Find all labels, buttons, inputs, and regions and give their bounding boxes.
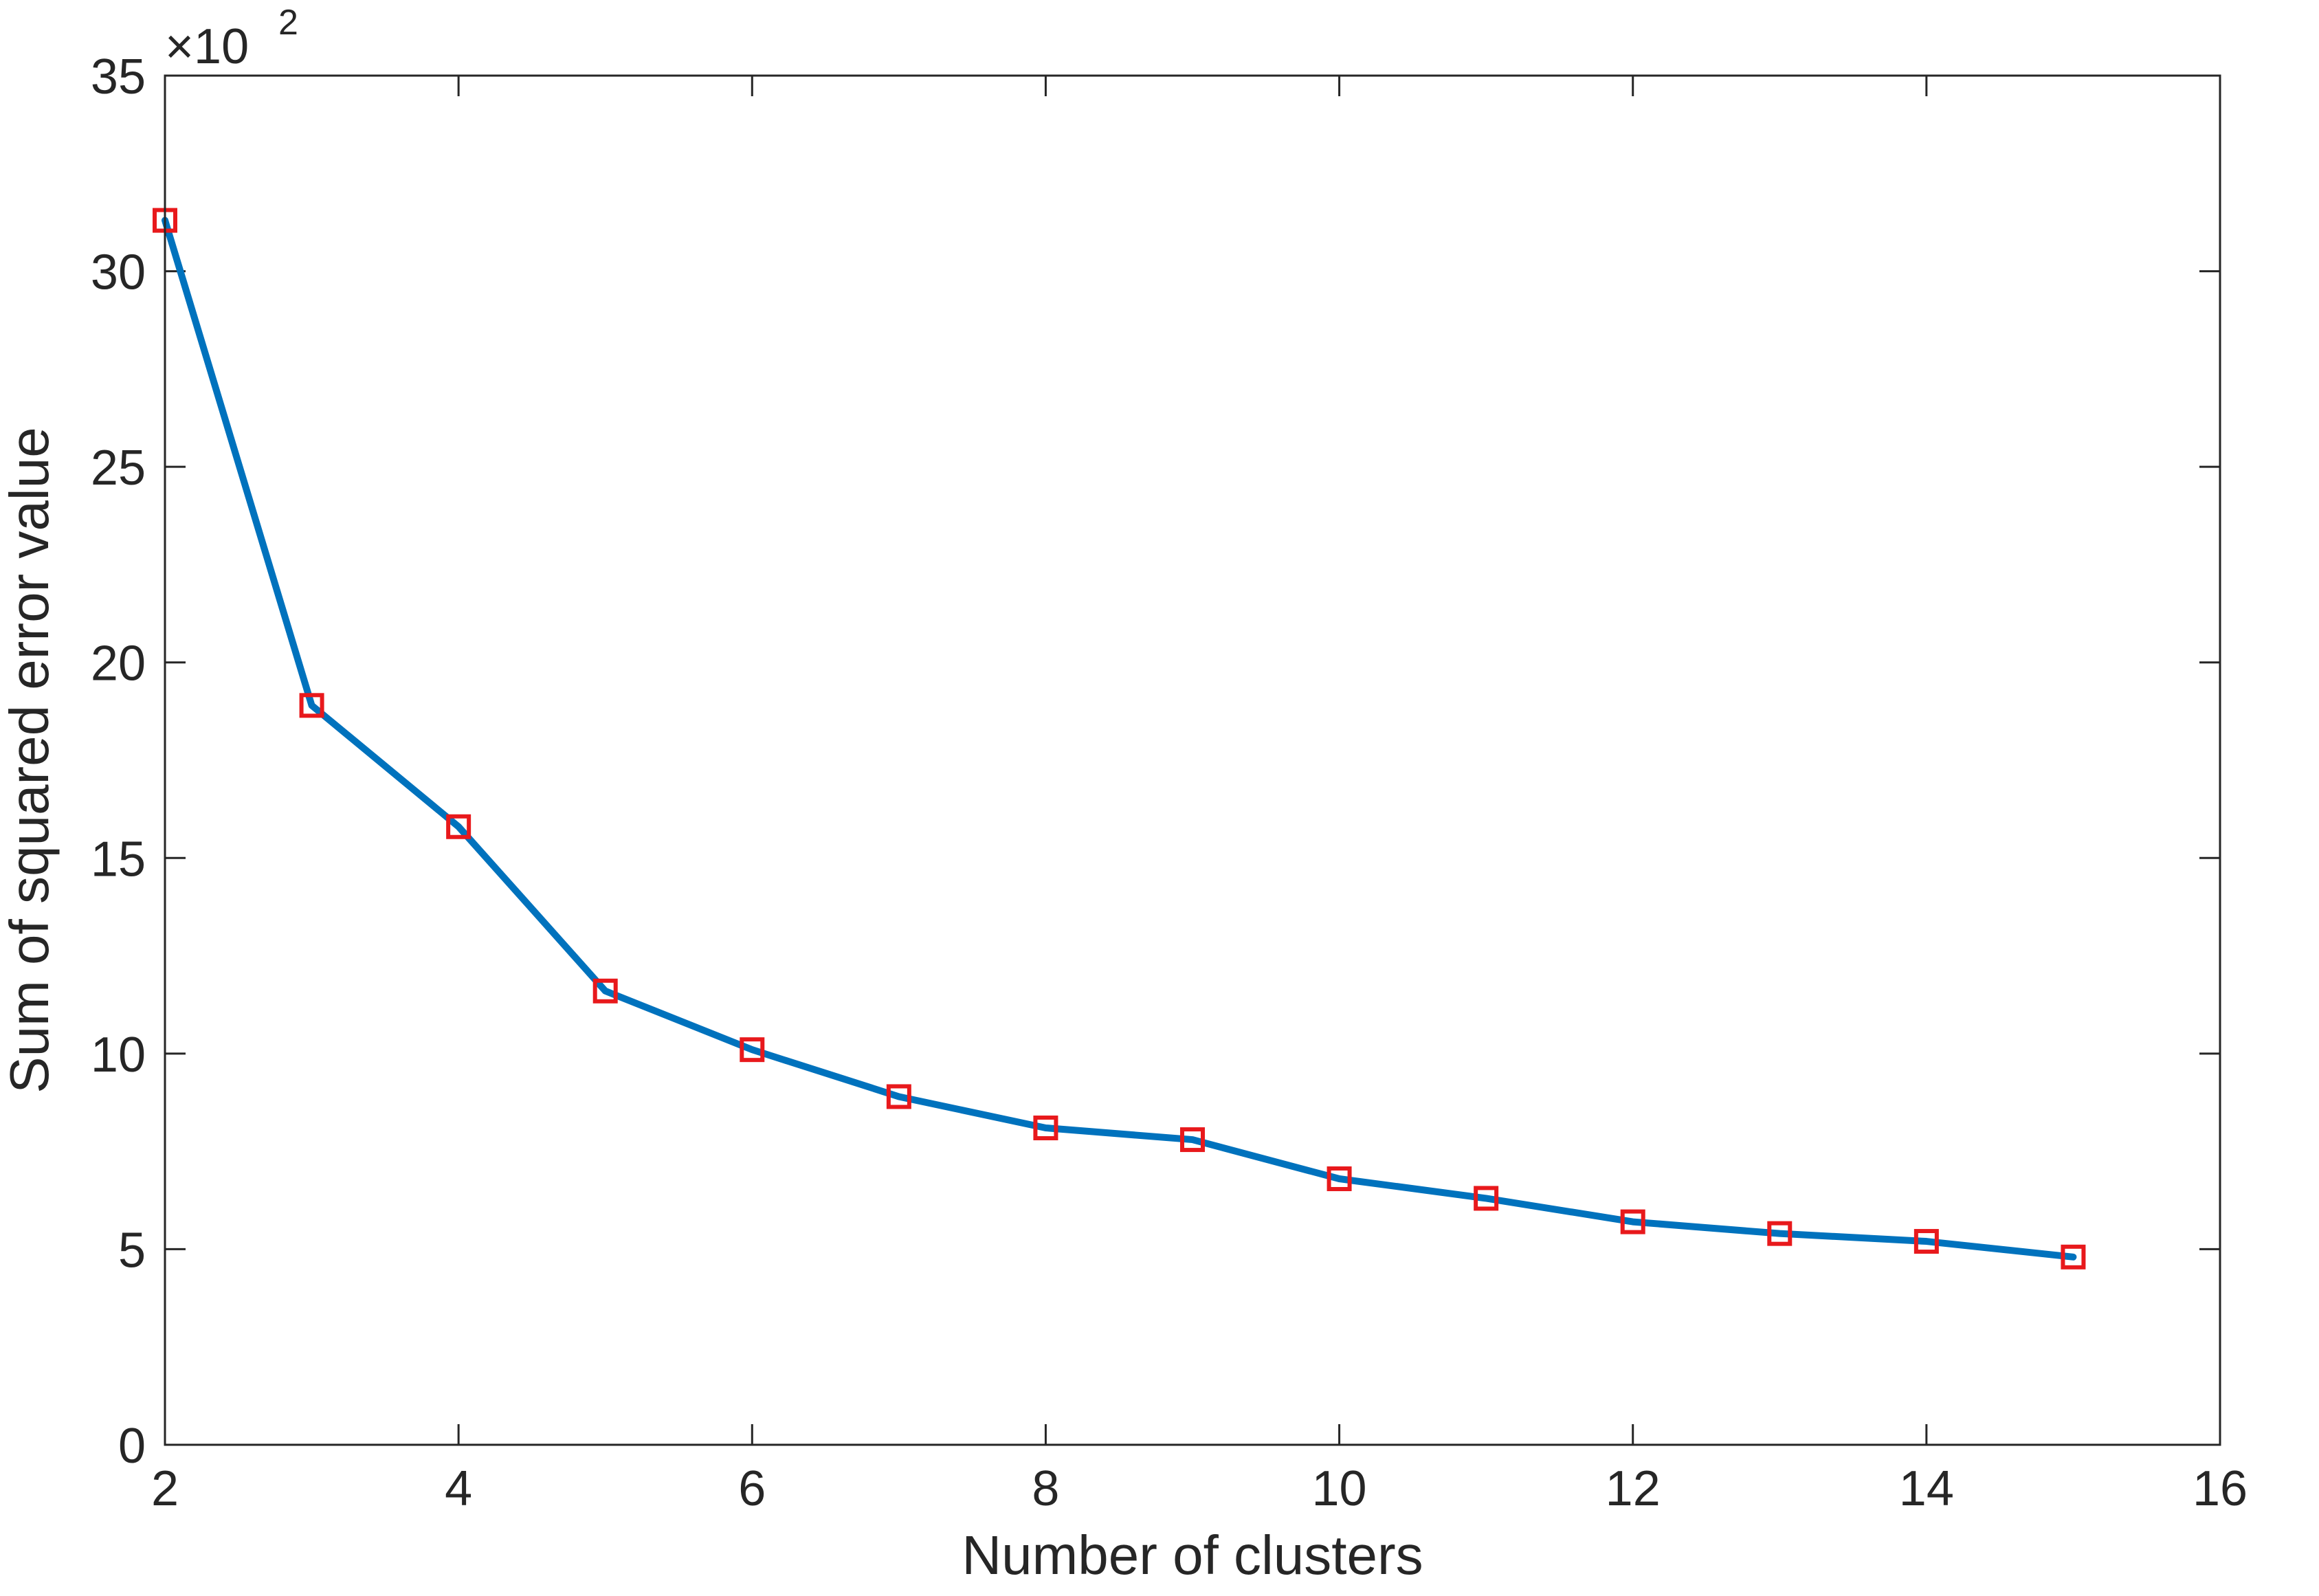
data-point-5 <box>592 978 618 1004</box>
y-tick-label-35: 35 <box>91 49 146 104</box>
y-tick-label-15: 15 <box>91 832 146 887</box>
y-axis-multiplier: ×10 2 <box>165 3 298 74</box>
tick-labels: 2 4 6 8 10 12 14 16 0 5 10 15 20 25 30 35 <box>91 49 2248 1516</box>
x-tick-label-16: 16 <box>2193 1461 2248 1516</box>
data-point-14 <box>1913 1229 1939 1254</box>
y-tick-label-25: 25 <box>91 441 146 496</box>
y-axis-label: Sum of squared error value <box>0 427 60 1093</box>
data-point-7 <box>886 1084 911 1109</box>
data-point-6 <box>740 1037 765 1063</box>
y-multiplier-base: ×10 <box>165 19 249 74</box>
data-point-3 <box>299 693 324 718</box>
data-point-15 <box>2061 1244 2086 1270</box>
y-multiplier-exponent: 2 <box>278 3 298 43</box>
data-point-13 <box>1767 1221 1793 1246</box>
plot-area-frame <box>164 74 2221 1446</box>
data-point-12 <box>1620 1209 1645 1234</box>
y-tick-label-10: 10 <box>91 1028 146 1083</box>
series-layer <box>153 208 2086 1270</box>
x-tick-label-14: 14 <box>1899 1461 1954 1516</box>
x-tick-label-10: 10 <box>1312 1461 1367 1516</box>
x-tick-label-2: 2 <box>151 1461 179 1516</box>
y-tick-label-0: 0 <box>118 1419 146 1474</box>
y-tick-label-20: 20 <box>91 636 146 691</box>
data-point-4 <box>446 814 471 839</box>
y-tick-label-5: 5 <box>118 1223 146 1278</box>
x-tick-label-4: 4 <box>445 1461 472 1516</box>
x-axis-label: Number of clusters <box>962 1525 1423 1586</box>
data-point-9 <box>1180 1127 1205 1153</box>
data-point-10 <box>1327 1166 1352 1191</box>
x-tick-label-8: 8 <box>1032 1461 1059 1516</box>
series-line-0 <box>162 217 2077 1261</box>
data-point-8 <box>1033 1115 1058 1140</box>
x-tick-label-6: 6 <box>738 1461 766 1516</box>
y-tick-label-30: 30 <box>91 245 146 300</box>
data-point-11 <box>1474 1186 1499 1211</box>
x-tick-label-12: 12 <box>1606 1461 1661 1516</box>
